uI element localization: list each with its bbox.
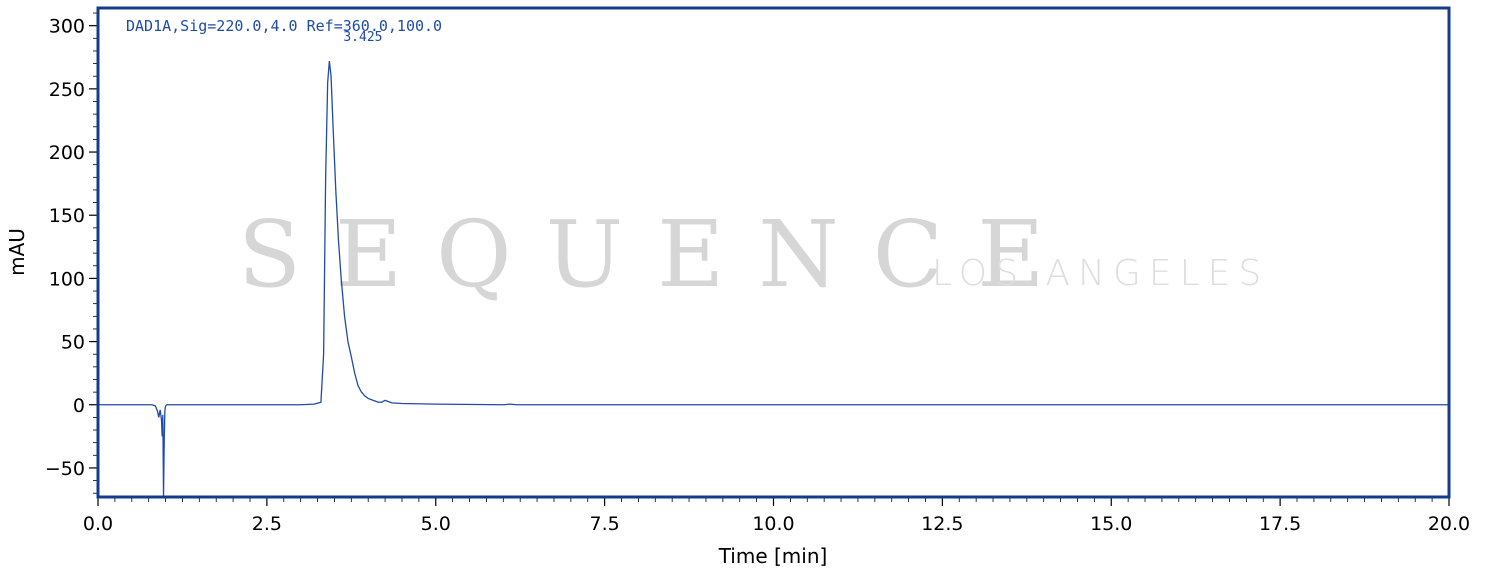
- y-tick-label: 50: [61, 332, 85, 354]
- y-tick-label: 150: [49, 205, 85, 227]
- y-tick-label: 250: [49, 79, 85, 101]
- signal-label: DAD1A,Sig=220.0,4.0 Ref=360.0,100.0: [126, 17, 442, 35]
- watermark-location: LOS ANGELES: [932, 253, 1269, 294]
- y-tick-label: 100: [49, 268, 85, 290]
- peak-labels: 3.425: [343, 30, 382, 45]
- x-tick-label: 0.0: [83, 513, 113, 535]
- x-tick-label: 5.0: [421, 513, 451, 535]
- x-tick-label: 12.5: [921, 513, 963, 535]
- x-tick-label: 20.0: [1428, 513, 1470, 535]
- y-tick-label: −50: [45, 458, 85, 480]
- x-tick-label: 2.5: [252, 513, 282, 535]
- peak-label: 3.425: [343, 30, 382, 45]
- x-tick-label: 7.5: [590, 513, 620, 535]
- y-axis-title: mAU: [5, 228, 29, 276]
- y-tick-label: 0: [73, 395, 85, 417]
- x-tick-label: 15.0: [1090, 513, 1132, 535]
- y-tick-label: 200: [49, 142, 85, 164]
- x-axis-title: Time [min]: [718, 544, 828, 568]
- plot-frame: [96, 6, 1451, 499]
- watermark-brand: SEQUENCE: [238, 201, 1078, 308]
- x-tick-label: 10.0: [752, 513, 794, 535]
- x-tick-label: 17.5: [1259, 513, 1301, 535]
- signal-trace: [98, 60, 1449, 498]
- axis-tick-labels: 0.0 2.5 5.0 7.5 10.0 12.5 15.0 17.5 20.0 −50 0 50 10…: [45, 16, 1470, 535]
- y-tick-label: 300: [49, 16, 85, 38]
